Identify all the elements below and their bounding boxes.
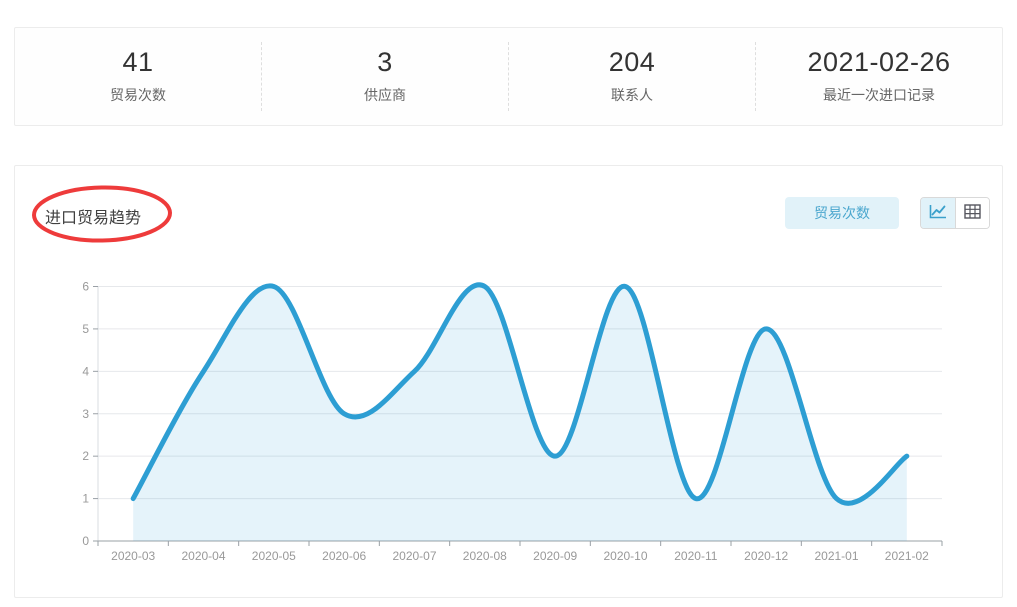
stat-label: 最近一次进口记录 [823, 86, 935, 103]
y-axis-label: 5 [82, 322, 89, 336]
x-axis-label: 2020-07 [392, 549, 436, 563]
y-axis-label: 2 [82, 449, 89, 463]
stat-item-last-import-record: 2021-02-26 最近一次进口记录 [756, 28, 1002, 125]
x-axis-label: 2021-02 [885, 549, 929, 563]
y-axis-label: 3 [82, 407, 89, 421]
trend-area-chart: 0 1 2 3 4 5 6 2020-03 2020-04 2020-05 2020-06 2020-… [82, 280, 943, 563]
table-view-button[interactable] [955, 198, 989, 228]
y-axis-label: 4 [82, 364, 89, 378]
stat-value: 204 [608, 47, 656, 78]
stat-value: 3 [377, 47, 393, 78]
trade-count-metric-button[interactable]: 贸易次数 [785, 197, 899, 229]
divider [261, 42, 262, 111]
divider [508, 42, 509, 111]
stat-item-suppliers: 3 供应商 [262, 28, 508, 125]
import-trend-card: 进口贸易趋势 贸易次数 [14, 165, 1003, 598]
view-toggle [920, 197, 990, 229]
area-fill [133, 284, 907, 541]
x-axis-label: 2020-10 [603, 549, 647, 563]
stat-item-trade-count: 41 贸易次数 [15, 28, 261, 125]
line-chart-icon [929, 204, 947, 222]
trend-line [130, 282, 910, 506]
x-axis-label: 2020-12 [744, 549, 788, 563]
divider [755, 42, 756, 111]
y-axis-label: 1 [82, 492, 89, 506]
line-chart-view-button[interactable] [921, 198, 955, 228]
y-axis-label: 0 [82, 534, 89, 548]
x-axis-label: 2020-05 [252, 549, 296, 563]
x-axis-label: 2020-08 [463, 549, 507, 563]
x-axis-label: 2020-04 [181, 549, 225, 563]
y-axis-label: 6 [82, 280, 89, 294]
x-axis-label: 2020-03 [111, 549, 155, 563]
stat-value: 2021-02-26 [807, 47, 951, 78]
stat-label: 联系人 [611, 86, 653, 103]
stat-label: 供应商 [364, 86, 406, 103]
chart-title: 进口贸易趋势 [45, 210, 142, 227]
x-axis-label: 2021-01 [814, 549, 858, 563]
x-axis-label: 2020-09 [533, 549, 577, 563]
table-icon [964, 204, 981, 222]
stat-label: 贸易次数 [110, 86, 166, 103]
stat-item-contacts: 204 联系人 [509, 28, 755, 125]
stat-value: 41 [122, 47, 154, 78]
stats-card: 41 贸易次数 3 供应商 204 联系人 2021-02-26 最近一次进口记… [14, 27, 1003, 126]
x-axis-label: 2020-11 [674, 549, 717, 563]
x-axis-label: 2020-06 [322, 549, 366, 563]
